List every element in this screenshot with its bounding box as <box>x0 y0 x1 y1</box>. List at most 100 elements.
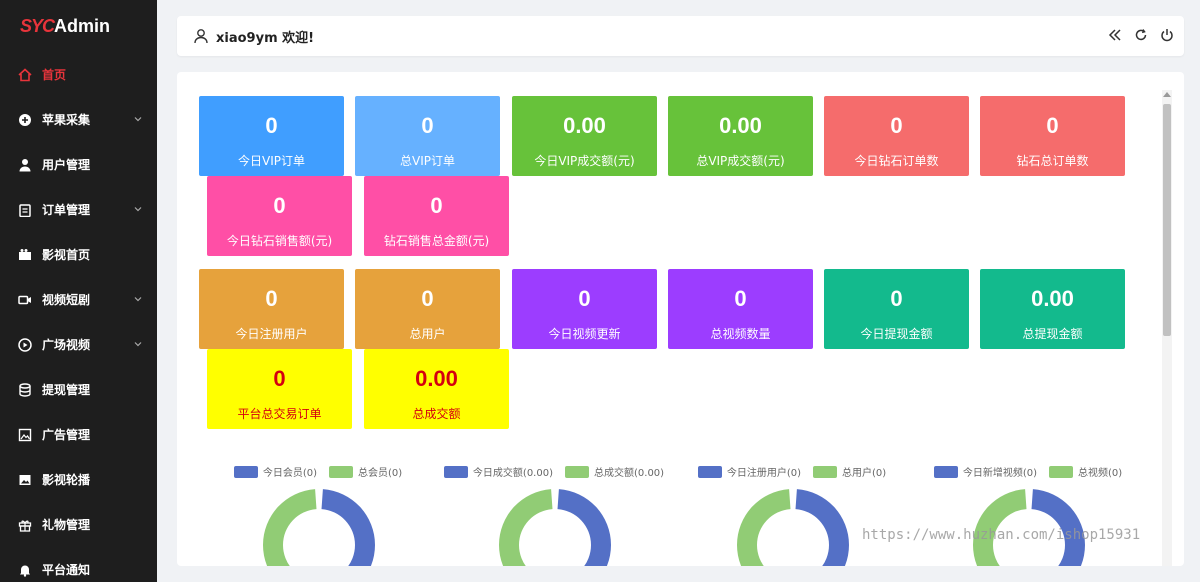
sidebar-item-5[interactable]: 视频短剧 <box>0 277 157 322</box>
dashboard-panel: 0 今日VIP订单 0 总VIP订单 0.00 今日VIP成交额(元) 0.00 总VIP成交… <box>177 72 1184 566</box>
home-icon <box>18 67 32 82</box>
gauge-chart: 今日会员(0) 总会员(0) <box>203 460 433 566</box>
series-today-arc[interactable] <box>795 489 849 566</box>
stat-card: 0 今日提现金额 <box>824 269 969 349</box>
series-total-arc[interactable] <box>499 489 553 566</box>
scrollbar[interactable] <box>1162 90 1172 566</box>
legend-label: 今日成交额(0.00) <box>472 468 553 479</box>
header-bar: xiao9ym 欢迎! <box>177 16 1184 56</box>
series-total-arc[interactable] <box>737 489 791 566</box>
sidebar-item-label: 广场视频 <box>42 338 91 352</box>
sidebar-item-label: 视频短剧 <box>42 293 91 307</box>
series-today-arc[interactable] <box>1031 489 1085 566</box>
series-total-arc[interactable] <box>263 489 317 566</box>
stat-card: 0 总用户 <box>355 269 500 349</box>
stat-label: 今日钻石销售额(元) <box>226 234 333 248</box>
chevron-down-icon <box>133 338 143 348</box>
logo[interactable]: SYC Admin <box>0 0 157 52</box>
stat-label: 钻石总订单数 <box>1016 154 1089 168</box>
stat-card: 0 钻石总订单数 <box>980 96 1125 176</box>
legend-label: 总视频(0) <box>1078 468 1123 479</box>
welcome-text: xiao9ym 欢迎! <box>216 30 315 46</box>
legend-swatch <box>233 465 258 478</box>
stat-card: 0 总VIP订单 <box>355 96 500 176</box>
scroll-up-icon[interactable] <box>1163 92 1171 97</box>
legend-swatch <box>329 465 353 478</box>
watermark-text: https://www.huzhan.com/ishop15931 <box>862 527 1141 543</box>
bell-icon <box>18 563 32 577</box>
sidebar-item-label: 订单管理 <box>42 203 91 217</box>
stat-label: 平台总交易订单 <box>237 407 322 421</box>
sidebar-item-4[interactable]: 影视首页 <box>0 232 157 277</box>
stat-label: 今日提现金额 <box>860 327 933 341</box>
legend-item[interactable]: 今日新增视频(0) <box>933 464 1037 479</box>
sidebar-item-9[interactable]: 影视轮播 <box>0 457 157 502</box>
stat-label: 总VIP订单 <box>400 154 455 168</box>
scrollbar-thumb[interactable] <box>1163 104 1171 336</box>
sidebar-menu: 首页苹果采集 用户管理订单管理影视首页视频短剧广场视频提现管理广告管理 影视轮播礼物… <box>0 52 157 582</box>
legend-item[interactable]: 总视频(0) <box>1049 464 1122 479</box>
picture-icon <box>18 473 32 487</box>
sidebar-item-7[interactable]: 提现管理 <box>0 367 157 412</box>
legend-label: 总会员(0) <box>358 468 403 479</box>
legend-swatch <box>565 465 589 478</box>
sidebar-item-3[interactable]: 订单管理 <box>0 187 157 232</box>
stat-label: 总用户 <box>409 327 446 341</box>
stat-value: 0.00 <box>1031 286 1074 311</box>
chevron-down-icon <box>133 113 143 123</box>
gauge-svg <box>499 489 611 566</box>
stat-label: 总视频数量 <box>710 327 771 341</box>
legend-label: 总成交额(0.00) <box>594 468 665 479</box>
legend-label: 今日注册用户(0) <box>726 468 801 479</box>
stat-label: 总提现金额 <box>1022 327 1083 341</box>
chart-legend: 今日新增视频(0) 总视频(0) <box>913 464 1143 479</box>
series-total-arc[interactable] <box>973 489 1027 566</box>
sidebar-item-0[interactable]: 首页 <box>0 52 157 97</box>
legend-item[interactable]: 总用户(0) <box>813 464 886 479</box>
stat-label: 总成交额 <box>412 407 461 421</box>
stat-card: 0 钻石销售总金额(元) <box>364 176 509 256</box>
legend-item[interactable]: 今日注册用户(0) <box>697 464 801 479</box>
series-today-arc[interactable] <box>321 489 375 566</box>
sidebar-item-11[interactable]: 平台通知 <box>0 547 157 582</box>
stat-value: 0 <box>890 286 903 311</box>
sidebar-item-8[interactable]: 广告管理 <box>0 412 157 457</box>
sidebar-item-2[interactable]: 用户管理 <box>0 142 157 187</box>
legend-item[interactable]: 总成交额(0.00) <box>565 464 664 479</box>
stat-label: 总VIP成交额(元) <box>696 154 785 168</box>
stat-value: 0 <box>734 286 747 311</box>
sidebar-item-10[interactable]: 礼物管理 <box>0 502 157 547</box>
stat-value: 0 <box>265 286 278 311</box>
sidebar-item-6[interactable]: 广场视频 <box>0 322 157 367</box>
stat-value: 0 <box>890 113 903 138</box>
legend-item[interactable]: 今日会员(0) <box>233 464 317 479</box>
power-icon[interactable] <box>1160 28 1174 42</box>
stat-label: 钻石销售总金额(元) <box>383 234 490 248</box>
stat-card: 0 平台总交易订单 <box>207 349 352 429</box>
legend-label: 总用户(0) <box>842 468 887 479</box>
sidebar-item-label: 礼物管理 <box>42 518 91 532</box>
video-icon <box>18 293 32 307</box>
sidebar-item-label: 提现管理 <box>42 383 91 397</box>
sidebar-item-1[interactable]: 苹果采集 <box>0 97 157 142</box>
user-icon <box>193 28 209 44</box>
legend-item[interactable]: 今日成交额(0.00) <box>443 464 553 479</box>
stat-card: 0 今日VIP订单 <box>199 96 344 176</box>
user-icon <box>18 158 32 172</box>
stat-label: 今日注册用户 <box>235 327 308 341</box>
chevron-down-icon <box>133 203 143 213</box>
gauge-svg <box>973 489 1085 566</box>
logo-mark: SYC <box>20 15 55 36</box>
legend-item[interactable]: 总会员(0) <box>329 464 402 479</box>
stat-value: 0 <box>265 113 278 138</box>
refresh-icon[interactable] <box>1134 28 1148 42</box>
series-today-arc[interactable] <box>557 489 611 566</box>
film-icon <box>18 248 32 262</box>
legend-swatch <box>697 465 722 478</box>
stat-value: 0 <box>578 286 591 311</box>
collapse-icon[interactable] <box>1108 28 1122 42</box>
chart-legend: 今日成交额(0.00) 总成交额(0.00) <box>439 464 669 479</box>
sidebar-item-label: 首页 <box>42 68 67 82</box>
stat-card: 0 今日钻石销售额(元) <box>207 176 352 256</box>
stat-value: 0 <box>273 193 286 218</box>
